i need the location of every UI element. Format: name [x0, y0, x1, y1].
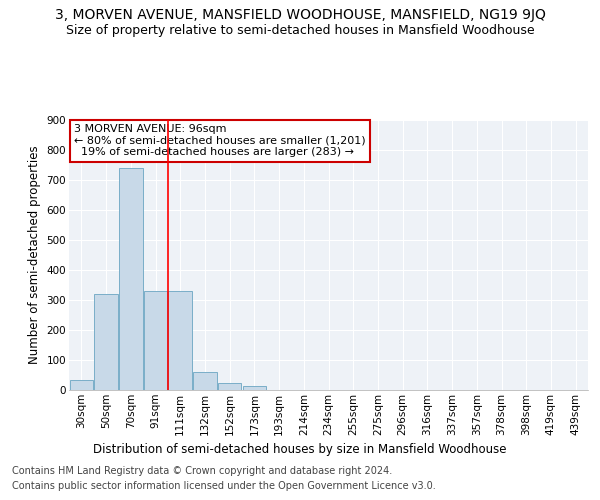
Text: Size of property relative to semi-detached houses in Mansfield Woodhouse: Size of property relative to semi-detach… — [65, 24, 535, 37]
Bar — [193, 372, 217, 390]
Bar — [144, 291, 167, 390]
Bar — [119, 168, 143, 390]
Bar — [169, 291, 192, 390]
Text: Distribution of semi-detached houses by size in Mansfield Woodhouse: Distribution of semi-detached houses by … — [93, 442, 507, 456]
Bar — [218, 384, 241, 390]
Bar — [70, 380, 93, 390]
Text: 3, MORVEN AVENUE, MANSFIELD WOODHOUSE, MANSFIELD, NG19 9JQ: 3, MORVEN AVENUE, MANSFIELD WOODHOUSE, M… — [55, 8, 545, 22]
Bar — [94, 294, 118, 390]
Text: Contains HM Land Registry data © Crown copyright and database right 2024.: Contains HM Land Registry data © Crown c… — [12, 466, 392, 476]
Text: Contains public sector information licensed under the Open Government Licence v3: Contains public sector information licen… — [12, 481, 436, 491]
Y-axis label: Number of semi-detached properties: Number of semi-detached properties — [28, 146, 41, 364]
Bar — [242, 386, 266, 390]
Text: 3 MORVEN AVENUE: 96sqm
← 80% of semi-detached houses are smaller (1,201)
  19% o: 3 MORVEN AVENUE: 96sqm ← 80% of semi-det… — [74, 124, 366, 157]
